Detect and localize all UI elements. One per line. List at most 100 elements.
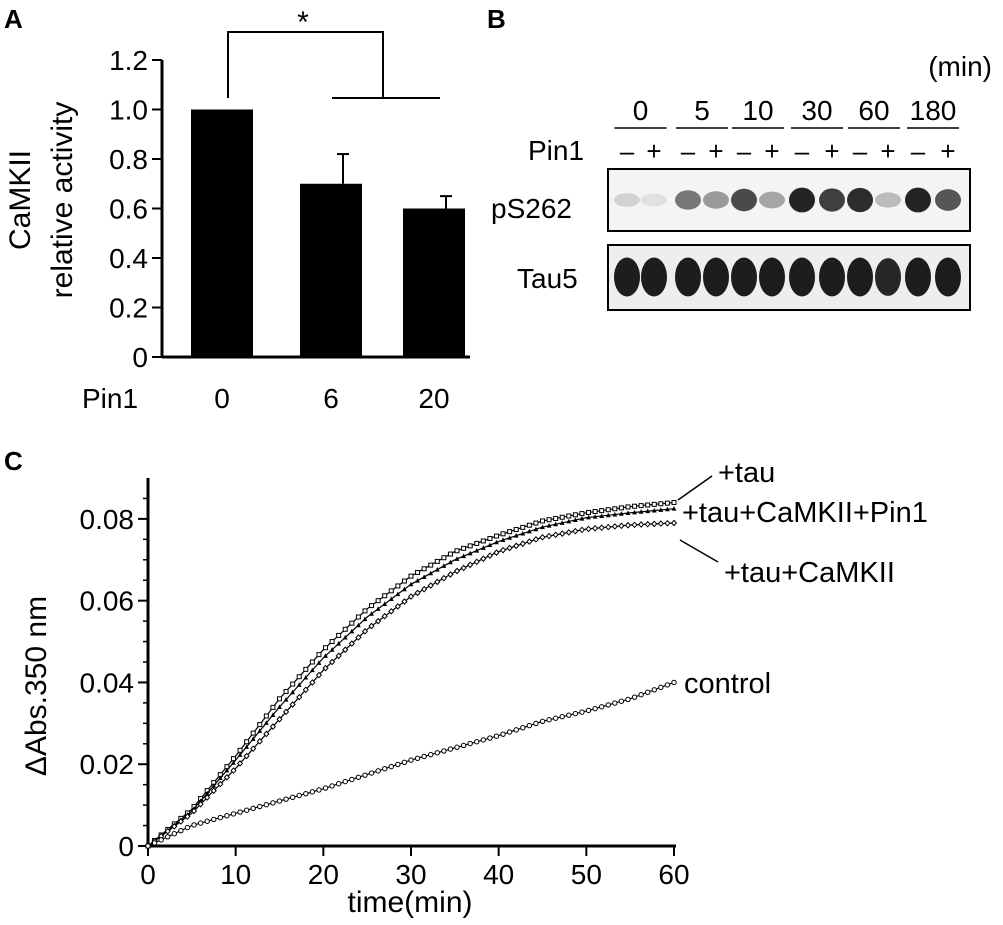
series-point (493, 533, 499, 539)
series-point (428, 562, 434, 568)
series-point (335, 652, 342, 660)
series-point (329, 783, 335, 789)
series-point (566, 518, 572, 524)
blot-lane-sign: – (620, 136, 635, 166)
panel-a-ytick-label: 0.2 (109, 293, 148, 324)
series-point (303, 666, 309, 672)
series-point (546, 717, 552, 723)
series-point (263, 802, 270, 808)
series-point (329, 658, 336, 666)
series-point (171, 823, 178, 830)
series-point (579, 511, 585, 517)
panel-a-ytick-label: 1.0 (109, 95, 148, 126)
series-point (572, 512, 578, 518)
series-point (592, 509, 598, 515)
series-point (197, 800, 204, 808)
series-point (329, 639, 335, 645)
series-point (658, 684, 664, 691)
series-point (289, 701, 296, 708)
series-point (658, 507, 664, 512)
series-point (559, 713, 565, 720)
series-point (618, 522, 625, 530)
blot-band-ps262 (819, 188, 845, 212)
series-point (486, 552, 493, 560)
series-point (532, 536, 540, 543)
series-point (658, 501, 664, 507)
series-point (270, 800, 276, 806)
series-point (632, 509, 637, 515)
series-point (526, 522, 532, 528)
blot-lane-sign: + (880, 136, 895, 166)
series-point (552, 715, 559, 721)
series-point (545, 532, 553, 540)
series-point (335, 781, 342, 787)
series-point (283, 697, 289, 702)
series-point (395, 583, 401, 589)
series-point (382, 766, 388, 772)
blot-row-label: Pin1 (528, 135, 584, 166)
panel-c-ylabel: ΔAbs.350 nm (20, 596, 53, 776)
series-tau (145, 500, 677, 849)
series-point (349, 620, 355, 626)
series-point (323, 653, 328, 658)
series-point (657, 520, 664, 527)
series-point (579, 709, 585, 715)
series-point (388, 763, 394, 770)
series-point (270, 712, 276, 717)
series-point (473, 558, 480, 566)
series-point (605, 507, 611, 513)
series-point (526, 538, 533, 545)
panel-a-x-ticks: 0 6 20 (214, 383, 449, 414)
blot-time-label: 5 (694, 95, 710, 126)
blot-band-tau5 (905, 257, 931, 297)
series-point (598, 704, 605, 710)
series-point (211, 783, 217, 788)
series-point (407, 593, 415, 600)
series-point (592, 524, 599, 532)
significance-bracket (227, 31, 440, 99)
series-point (533, 720, 539, 727)
series-point (513, 727, 519, 733)
blot-band-tau5 (703, 257, 729, 297)
series-point (467, 561, 474, 569)
series-point (191, 822, 197, 828)
panel-c-line-chart: ΔAbs.350 nm 0 0.02 0.04 0.06 0.08 0 10 20 30 40 5… (20, 457, 928, 919)
series-point (493, 733, 500, 739)
series-point (257, 722, 263, 728)
blot-time-label: 60 (858, 95, 889, 126)
series-point (276, 715, 283, 723)
series-point (651, 687, 657, 693)
series-point (421, 566, 427, 572)
series-point (303, 790, 309, 797)
series-point (217, 814, 224, 821)
series-point (592, 705, 598, 712)
panel-c-ytick-label: 0.04 (80, 667, 135, 698)
series-point (322, 785, 329, 791)
blot-lane-signs: – + – + – + – + – + – + (620, 136, 956, 166)
series-point (145, 843, 151, 849)
series-point (250, 730, 256, 736)
blot-band-ps262 (847, 187, 873, 213)
series-point (645, 508, 651, 514)
panel-a-ytick-label: 0.8 (109, 144, 148, 175)
series-point (231, 760, 236, 765)
blot-lane-sign: – (795, 136, 810, 166)
series-point (506, 729, 513, 735)
series-point (362, 616, 368, 622)
series-point (263, 730, 270, 738)
series-point (447, 551, 453, 557)
series-point (572, 527, 579, 535)
series-point (388, 596, 394, 602)
series-point (277, 704, 282, 709)
series-point (296, 682, 302, 687)
series-line (147, 522, 675, 847)
series-point (369, 603, 375, 609)
series-point (421, 574, 427, 579)
series-point (361, 627, 369, 635)
series-point (415, 569, 421, 575)
series-point (500, 531, 506, 537)
blot-time-label: 30 (801, 95, 832, 126)
blot-band-tau5 (789, 257, 815, 297)
series-point (526, 528, 532, 534)
series-point (368, 770, 375, 776)
